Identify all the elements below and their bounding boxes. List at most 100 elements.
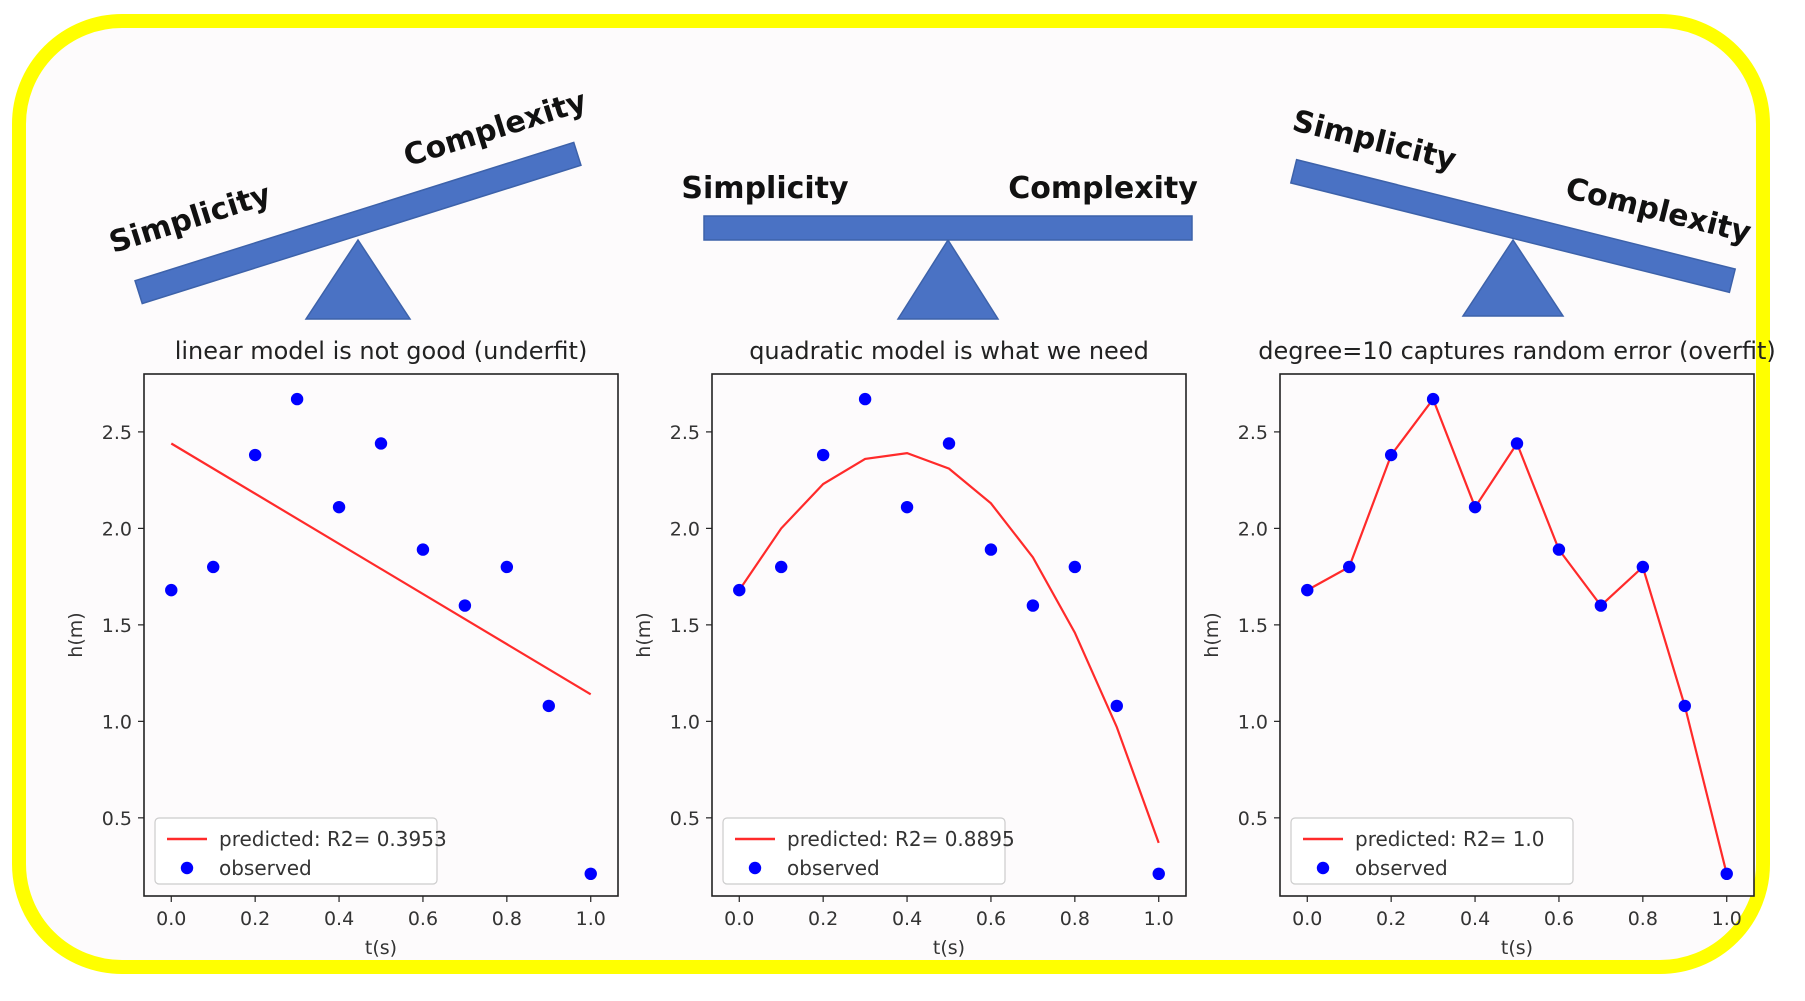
x-tick-label: 0.6	[408, 908, 438, 930]
y-tick-label: 1.5	[670, 615, 700, 637]
y-axis-label: h(m)	[1201, 612, 1223, 657]
observed-point	[1552, 543, 1566, 556]
x-tick-label: 1.0	[576, 908, 606, 930]
y-tick-label: 2.0	[1238, 518, 1268, 540]
chart-layer: linear model is not good (underfit) 0.0 0.…	[65, 337, 1776, 959]
observed-point	[584, 867, 597, 881]
x-tick-label: 0.6	[976, 908, 1006, 930]
chart-title: degree=10 captures random error (overfit…	[1258, 337, 1776, 365]
observed-point	[942, 437, 956, 450]
x-axis-label: t(s)	[933, 937, 965, 959]
seesaw-fulcrum	[896, 238, 1000, 320]
y-tick-label: 2.5	[670, 422, 700, 444]
legend-dot-swatch	[180, 861, 194, 875]
x-tick-label: 1.0	[1712, 908, 1742, 930]
legend-dot-swatch	[748, 861, 762, 875]
observed-point	[1468, 500, 1482, 514]
y-tick-label: 2.0	[670, 518, 700, 540]
y-tick-label: 2.5	[1238, 422, 1268, 444]
observed-point	[1636, 560, 1650, 574]
observed-point	[1426, 392, 1440, 406]
plot-area	[143, 373, 619, 897]
y-tick-label: 1.5	[102, 615, 132, 637]
seesaw-right-label: Complexity	[1008, 171, 1198, 206]
y-tick-label: 1.0	[670, 711, 700, 733]
observed-point	[458, 599, 472, 612]
chart-panel-2: quadratic model is what we need 0.0 0.2 0.4…	[633, 337, 1187, 959]
observed-point	[775, 560, 788, 574]
observed-point	[332, 500, 346, 514]
observed-point	[1510, 437, 1524, 450]
y-tick-label: 0.5	[1238, 808, 1268, 830]
observed-point	[1152, 867, 1165, 881]
x-tick-label: 0.8	[1628, 908, 1658, 930]
observed-point	[500, 560, 514, 574]
x-tick-label: 0.2	[240, 908, 270, 930]
predicted-line	[738, 451, 1160, 844]
y-tick-label: 1.0	[102, 711, 132, 733]
observed-point	[1678, 699, 1691, 713]
legend-box	[722, 817, 1006, 885]
legend-entry: predicted: R2= 0.3953	[219, 827, 447, 851]
seesaw-beam	[134, 141, 582, 305]
observed-point	[1384, 448, 1398, 462]
y-tick-label: 0.5	[670, 808, 700, 830]
observed-point	[900, 500, 914, 514]
observed-point	[1720, 867, 1733, 881]
observed-point	[1343, 560, 1356, 574]
x-tick-label: 1.0	[1144, 908, 1174, 930]
observed-point	[1026, 599, 1040, 612]
observed-point	[290, 392, 304, 406]
seesaw-beam-group	[134, 141, 582, 305]
x-tick-label: 0.0	[156, 908, 186, 930]
observed-point	[416, 543, 430, 556]
x-axis-label: t(s)	[1501, 937, 1533, 959]
plot-area	[711, 373, 1187, 897]
plot-area	[1279, 373, 1755, 897]
seesaw-beam-group	[703, 215, 1193, 241]
seesaw-fulcrum	[1461, 238, 1565, 317]
seesaw-beam	[703, 215, 1193, 241]
observed-point	[248, 448, 262, 462]
observed-point	[1068, 560, 1082, 574]
predicted-line	[170, 442, 592, 696]
y-tick-label: 1.0	[1238, 711, 1268, 733]
legend-box	[154, 817, 438, 885]
observed-point	[1110, 699, 1123, 713]
x-tick-label: 0.6	[1544, 908, 1574, 930]
chart-panel-3: degree=10 captures random error (overfit…	[1201, 337, 1776, 959]
observed-point	[542, 699, 555, 713]
x-tick-label: 0.4	[892, 908, 922, 930]
y-tick-label: 2.0	[102, 518, 132, 540]
legend-entry: predicted: R2= 1.0	[1355, 827, 1545, 851]
x-tick-label: 0.2	[1376, 908, 1406, 930]
seesaw-2: Simplicity Complexity	[681, 171, 1198, 320]
legend-box	[1290, 817, 1574, 885]
legend-entry: predicted: R2= 0.8895	[787, 827, 1015, 851]
observed-point	[165, 583, 178, 597]
y-tick-label: 0.5	[102, 808, 132, 830]
chart-panel-1: linear model is not good (underfit) 0.0 0.…	[65, 337, 619, 959]
observed-point	[1301, 583, 1314, 597]
observed-point	[374, 437, 388, 450]
chart-title: quadratic model is what we need	[749, 337, 1149, 365]
x-tick-label: 0.0	[724, 908, 754, 930]
seesaw-left-label: Simplicity	[681, 171, 849, 206]
observed-point	[733, 583, 746, 597]
y-axis-label: h(m)	[65, 612, 87, 657]
seesaw-beam	[1289, 158, 1737, 294]
observed-point	[207, 560, 220, 574]
observed-point	[858, 392, 872, 406]
x-tick-label: 0.0	[1292, 908, 1322, 930]
seesaw-beam-group	[1289, 158, 1737, 294]
observed-point	[816, 448, 830, 462]
legend-entry: observed	[787, 856, 880, 880]
x-axis-label: t(s)	[365, 937, 397, 959]
chart-title: linear model is not good (underfit)	[175, 337, 588, 365]
legend-entry: observed	[219, 856, 312, 880]
x-tick-label: 0.8	[1060, 908, 1090, 930]
x-tick-label: 0.8	[492, 908, 522, 930]
